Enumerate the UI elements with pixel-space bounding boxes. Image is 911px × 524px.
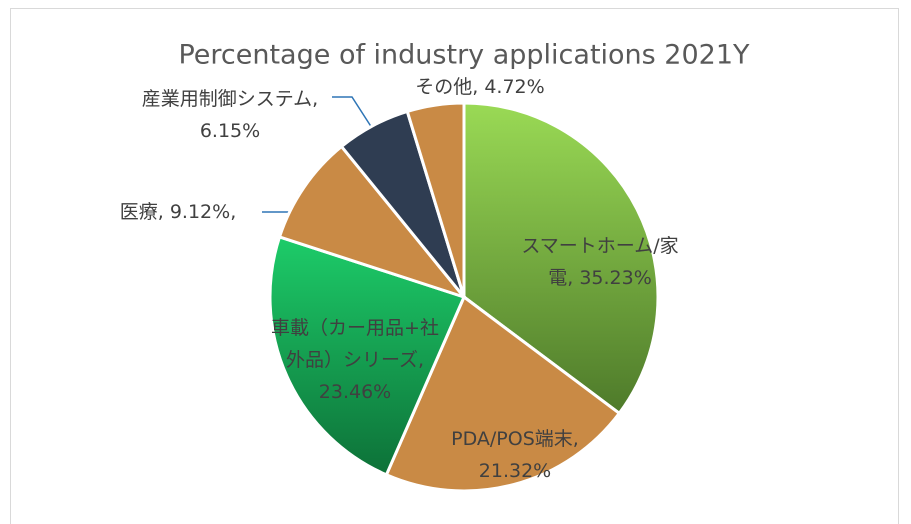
pie-slice <box>277 144 469 301</box>
data-label: スマートホーム/家電, 35.23% <box>521 235 679 289</box>
chart-title: Percentage of industry applications 2021… <box>178 39 750 71</box>
data-label: 医療, 9.12%, <box>119 201 237 223</box>
data-label: 車載（カー用品+社外品）シリーズ, 23.46% <box>271 317 439 403</box>
pie-slice <box>268 235 467 477</box>
data-label: 産業用制御システム, 6.15% <box>141 88 319 142</box>
chart-frame <box>10 8 899 524</box>
pie-slice <box>384 294 622 493</box>
leader-line <box>332 96 373 129</box>
data-label: その他, 4.72% <box>415 76 545 98</box>
pie-slice <box>405 101 466 298</box>
data-label: PDA/POS端末, 21.32% <box>451 428 579 482</box>
pie-slice <box>462 101 660 416</box>
